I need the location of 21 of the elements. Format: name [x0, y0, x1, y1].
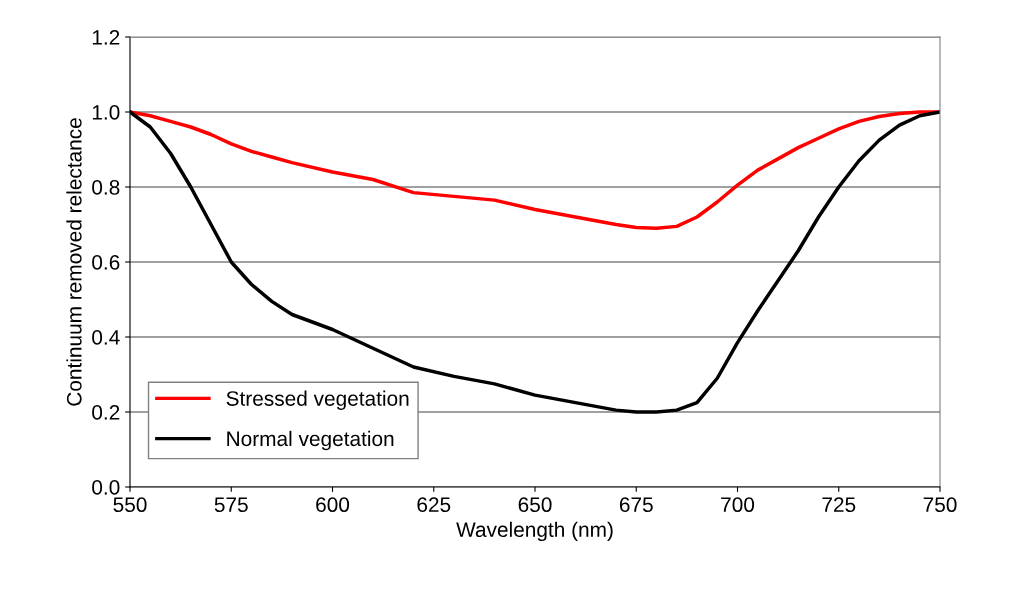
x-tick-label: 675 [619, 497, 653, 513]
x-tick-label: 650 [518, 497, 552, 513]
legend-label: Stressed vegetation [226, 390, 409, 410]
y-tick-label: 0.4 [92, 330, 120, 345]
x-tick-label: 600 [316, 497, 350, 513]
y-tick-label: 1.0 [92, 105, 120, 120]
y-tick-label: 0.6 [92, 255, 120, 270]
line-series [130, 110, 940, 230]
x-axis-title: Wavelength (nm) [456, 521, 613, 542]
y-tick-label: 1.2 [92, 30, 120, 45]
y-axis-title: Continuum removed relectance [66, 118, 82, 406]
x-tick-label: 725 [822, 497, 856, 513]
x-tick-label: 575 [214, 497, 248, 513]
x-tick-label: 625 [417, 497, 451, 513]
x-tick-label: 750 [923, 497, 957, 513]
y-tick-label: 0.8 [92, 180, 120, 195]
y-tick-label: 0.2 [92, 405, 120, 420]
x-tick-label: 700 [721, 497, 755, 513]
y-tick-label: 0.0 [92, 480, 120, 495]
x-tick-label: 550 [113, 497, 147, 513]
legend-label: Normal vegetation [227, 430, 394, 451]
